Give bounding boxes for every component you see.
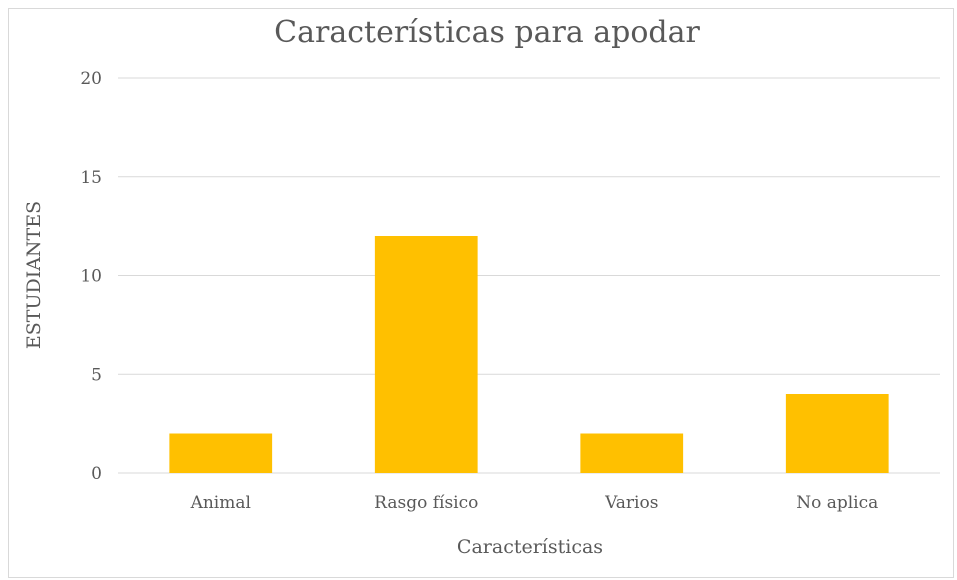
x-tick-label: Rasgo físico xyxy=(374,493,478,513)
y-tick-label: 20 xyxy=(80,69,102,89)
y-axis-label: ESTUDIANTES xyxy=(23,201,45,349)
bar-no-aplica xyxy=(785,394,889,473)
y-tick-label: 5 xyxy=(91,365,102,385)
bar-varios xyxy=(580,433,684,473)
x-tick-label: Varios xyxy=(604,493,658,513)
x-axis-label: Características xyxy=(457,536,603,558)
y-tick-label: 10 xyxy=(80,267,102,287)
bar-rasgo-físico xyxy=(374,236,478,473)
chart-title: Características para apodar xyxy=(274,15,700,50)
y-tick-label: 15 xyxy=(80,168,102,188)
bar-animal xyxy=(169,433,273,473)
y-tick-label: 0 xyxy=(91,464,102,484)
x-tick-label: Animal xyxy=(190,493,251,513)
x-tick-label: No aplica xyxy=(796,493,878,513)
chart-frame xyxy=(8,8,954,578)
